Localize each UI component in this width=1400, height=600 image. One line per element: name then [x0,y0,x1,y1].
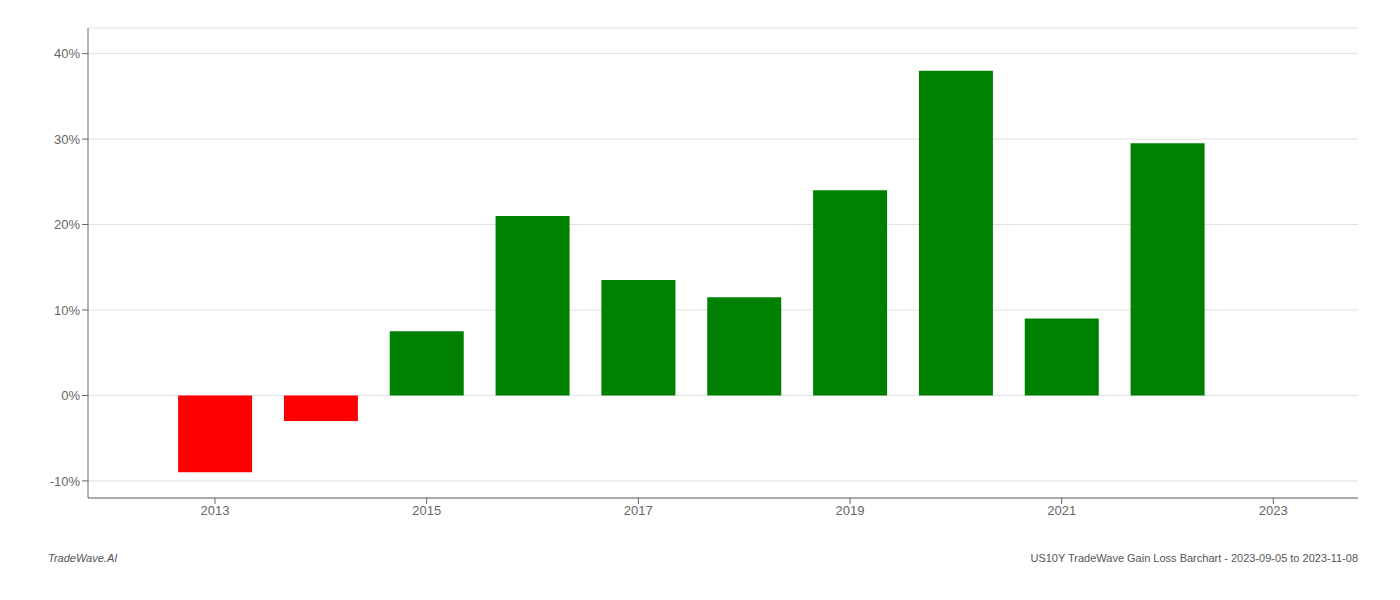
svg-text:10%: 10% [54,303,80,318]
svg-text:30%: 30% [54,132,80,147]
svg-text:2021: 2021 [1047,503,1076,518]
svg-text:-10%: -10% [50,474,81,489]
svg-text:2017: 2017 [624,503,653,518]
svg-text:40%: 40% [54,46,80,61]
html-text:TradeWave.AI: TradeWave.AI [48,552,118,564]
svg-text:2013: 2013 [201,503,230,518]
html-text:US10Y TradeWave Gain Loss Barc: US10Y TradeWave Gain Loss Barchart - 202… [1030,552,1358,564]
svg-text:2015: 2015 [412,503,441,518]
svg-text:0%: 0% [61,388,80,403]
svg-text:20%: 20% [54,217,80,232]
svg-text:2019: 2019 [836,503,865,518]
svg-text:2023: 2023 [1259,503,1288,518]
